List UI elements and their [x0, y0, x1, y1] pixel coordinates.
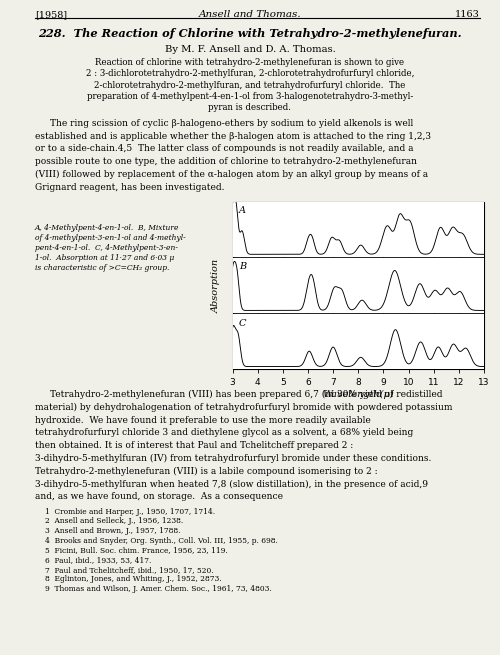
Text: 2-chlorotetrahydro-2-methylfuran, and tetrahydrofurfuryl chloride.  The: 2-chlorotetrahydro-2-methylfuran, and te…: [94, 81, 406, 90]
Text: of 4-methylpent-3-en-1-ol and 4-methyl-: of 4-methylpent-3-en-1-ol and 4-methyl-: [35, 234, 186, 242]
Text: 1-ol.  Absorption at 11·27 and 6·03 μ: 1-ol. Absorption at 11·27 and 6·03 μ: [35, 254, 174, 262]
Text: hydroxide.  We have found it preferable to use the more readily available: hydroxide. We have found it preferable t…: [35, 415, 371, 424]
Text: 4  Brooks and Snyder, Org. Synth., Coll. Vol. III, 1955, p. 698.: 4 Brooks and Snyder, Org. Synth., Coll. …: [45, 536, 278, 545]
Text: 1163: 1163: [455, 10, 480, 19]
Text: 2 : 3-dichlorotetrahydro-2-methylfuran, 2-chlorotetrahydrofurfuryl chloride,: 2 : 3-dichlorotetrahydro-2-methylfuran, …: [86, 69, 414, 78]
Text: or to a side-chain.4,5  The latter class of compounds is not readily available, : or to a side-chain.4,5 The latter class …: [35, 144, 413, 153]
Text: B: B: [239, 263, 246, 271]
Text: and, as we have found, on storage.  As a consequence: and, as we have found, on storage. As a …: [35, 492, 283, 501]
Text: Grignard reagent, has been investigated.: Grignard reagent, has been investigated.: [35, 183, 224, 192]
Text: 1  Crombie and Harper, J., 1950, 1707, 1714.: 1 Crombie and Harper, J., 1950, 1707, 17…: [45, 508, 215, 515]
Text: [1958]: [1958]: [35, 10, 67, 19]
Text: pyran is described.: pyran is described.: [208, 103, 292, 113]
Text: preparation of 4-methylpent-4-en-1-ol from 3-halogenotetrahydro-3-methyl-: preparation of 4-methylpent-4-en-1-ol fr…: [87, 92, 413, 101]
Text: 3-dihydro-5-methylfuran when heated 7,8 (slow distillation), in the presence of : 3-dihydro-5-methylfuran when heated 7,8 …: [35, 479, 428, 489]
Text: The ring scission of cyclic β-halogeno-ethers by sodium to yield alkenols is wel: The ring scission of cyclic β-halogeno-e…: [50, 119, 413, 128]
Text: tetrahydrofurfuryl chloride 3 and diethylene glycol as a solvent, a 68% yield be: tetrahydrofurfuryl chloride 3 and diethy…: [35, 428, 413, 438]
Text: 5  Ficini, Bull. Soc. chim. France, 1956, 23, 119.: 5 Ficini, Bull. Soc. chim. France, 1956,…: [45, 546, 228, 554]
Text: A: A: [239, 206, 246, 215]
Text: 9  Thomas and Wilson, J. Amer. Chem. Soc., 1961, 73, 4803.: 9 Thomas and Wilson, J. Amer. Chem. Soc.…: [45, 585, 272, 593]
Text: 3-dihydro-5-methylfuran (IV) from tetrahydrofurfuryl bromide under these conditi: 3-dihydro-5-methylfuran (IV) from tetrah…: [35, 454, 434, 463]
Text: established and is applicable whether the β-halogen atom is attached to the ring: established and is applicable whether th…: [35, 132, 431, 141]
Bar: [232, 202, 484, 369]
Text: By M. F. Ansell and D. A. Thomas.: By M. F. Ansell and D. A. Thomas.: [164, 45, 336, 54]
Text: 3  Ansell and Brown, J., 1957, 1788.: 3 Ansell and Brown, J., 1957, 1788.: [45, 527, 180, 535]
Text: Tetrahydro-2-methylenefuran (VIII) has been prepared 6,7 (in 30% yield of redist: Tetrahydro-2-methylenefuran (VIII) has b…: [50, 390, 442, 399]
X-axis label: Wavelength(μ): Wavelength(μ): [322, 390, 394, 399]
Text: is characteristic of >C=CH₂ group.: is characteristic of >C=CH₂ group.: [35, 264, 170, 272]
Text: Tetrahydro-2-methylenefuran (VIII) is a labile compound isomerising to 2 :: Tetrahydro-2-methylenefuran (VIII) is a …: [35, 466, 378, 476]
Text: 7  Paul and Tchelitcheff, ibid., 1950, 17, 520.: 7 Paul and Tchelitcheff, ibid., 1950, 17…: [45, 566, 213, 574]
Text: then obtained. It is of interest that Paul and Tchelitcheff prepared 2 :: then obtained. It is of interest that Pa…: [35, 441, 353, 450]
Text: (VIII) followed by replacement of the α-halogen atom by an alkyl group by means : (VIII) followed by replacement of the α-…: [35, 170, 428, 179]
Text: C: C: [239, 318, 246, 328]
Text: A, 4-Methylpent-4-en-1-ol.  B, Mixture: A, 4-Methylpent-4-en-1-ol. B, Mixture: [35, 223, 180, 232]
Text: material) by dehydrohalogenation of tetrahydrofurfuryl bromide with powdered pot: material) by dehydrohalogenation of tetr…: [35, 403, 452, 412]
Text: Reaction of chlorine with tetrahydro-2-methylenefuran is shown to give: Reaction of chlorine with tetrahydro-2-m…: [96, 58, 405, 67]
Text: 6  Paul, ibid., 1933, 53, 417.: 6 Paul, ibid., 1933, 53, 417.: [45, 556, 152, 564]
Text: 228.  The Reaction of Chlorine with Tetrahydro-2-methylenefuran.: 228. The Reaction of Chlorine with Tetra…: [38, 28, 462, 39]
Text: Absorption: Absorption: [212, 259, 221, 312]
Text: Ansell and Thomas.: Ansell and Thomas.: [198, 10, 302, 19]
Text: pent-4-en-1-ol.  C, 4-Methylpent-3-en-: pent-4-en-1-ol. C, 4-Methylpent-3-en-: [35, 244, 178, 252]
Text: 8  Eglinton, Jones, and Whiting, J., 1952, 2873.: 8 Eglinton, Jones, and Whiting, J., 1952…: [45, 576, 222, 584]
Text: possible route to one type, the addition of chlorine to tetrahydro-2-methylenefu: possible route to one type, the addition…: [35, 157, 417, 166]
Text: 2  Ansell and Selleck, J., 1956, 1238.: 2 Ansell and Selleck, J., 1956, 1238.: [45, 517, 183, 525]
